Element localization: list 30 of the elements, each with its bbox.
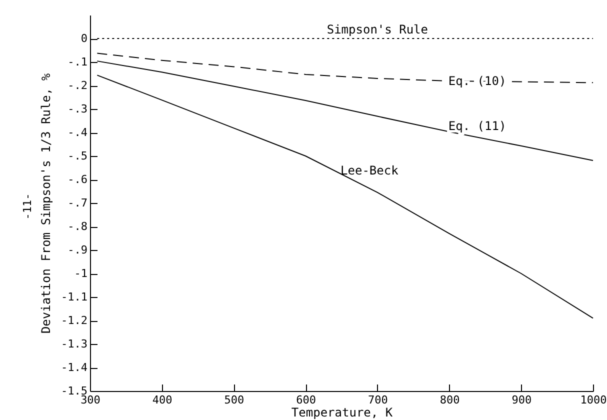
y-tick-label: -1 <box>74 267 88 280</box>
x-tick-label: 900 <box>512 394 532 406</box>
y-axis-title: Deviation From Simpson's 1/3 Rule, % <box>39 72 54 334</box>
x-tick-label: 600 <box>296 394 316 406</box>
y-tick-label: -.9 <box>68 244 88 256</box>
y-tick-label: -.2 <box>68 79 88 92</box>
x-tick-label: 1000 <box>580 394 607 406</box>
x-tick-label: 700 <box>368 394 388 406</box>
text: -11- <box>20 193 34 220</box>
y-tick-label: -1.4 <box>61 361 88 374</box>
series-label: Simpson's Rule <box>326 22 428 36</box>
line-series <box>96 74 594 319</box>
y-tick-label: -.3 <box>68 102 88 116</box>
y-tick-label: -.5 <box>68 150 88 162</box>
y-tick-label: 0 <box>80 32 88 45</box>
x-tick-label: 800 <box>440 394 460 406</box>
y-tick-label: -.8 <box>68 220 88 233</box>
y-tick-label: -.6 <box>68 173 88 186</box>
x-tick-label: 500 <box>224 394 244 406</box>
x-tick-label: 400 <box>152 394 172 406</box>
x-tick-label: 300 <box>80 394 100 406</box>
y-tick-label: -.7 <box>68 196 88 210</box>
y-tick-label: -.1 <box>68 56 88 68</box>
y-tick-label: -.4 <box>68 126 88 139</box>
y-tick-label: -1.2 <box>61 314 88 327</box>
y-tick-label: -1.1 <box>61 290 88 304</box>
y-tick-label: -1.3 <box>61 338 88 350</box>
series-label: Eq. (11) <box>448 118 506 133</box>
series-label: Lee-Beck <box>340 163 400 178</box>
x-axis-title: Temperature, K <box>291 406 394 420</box>
